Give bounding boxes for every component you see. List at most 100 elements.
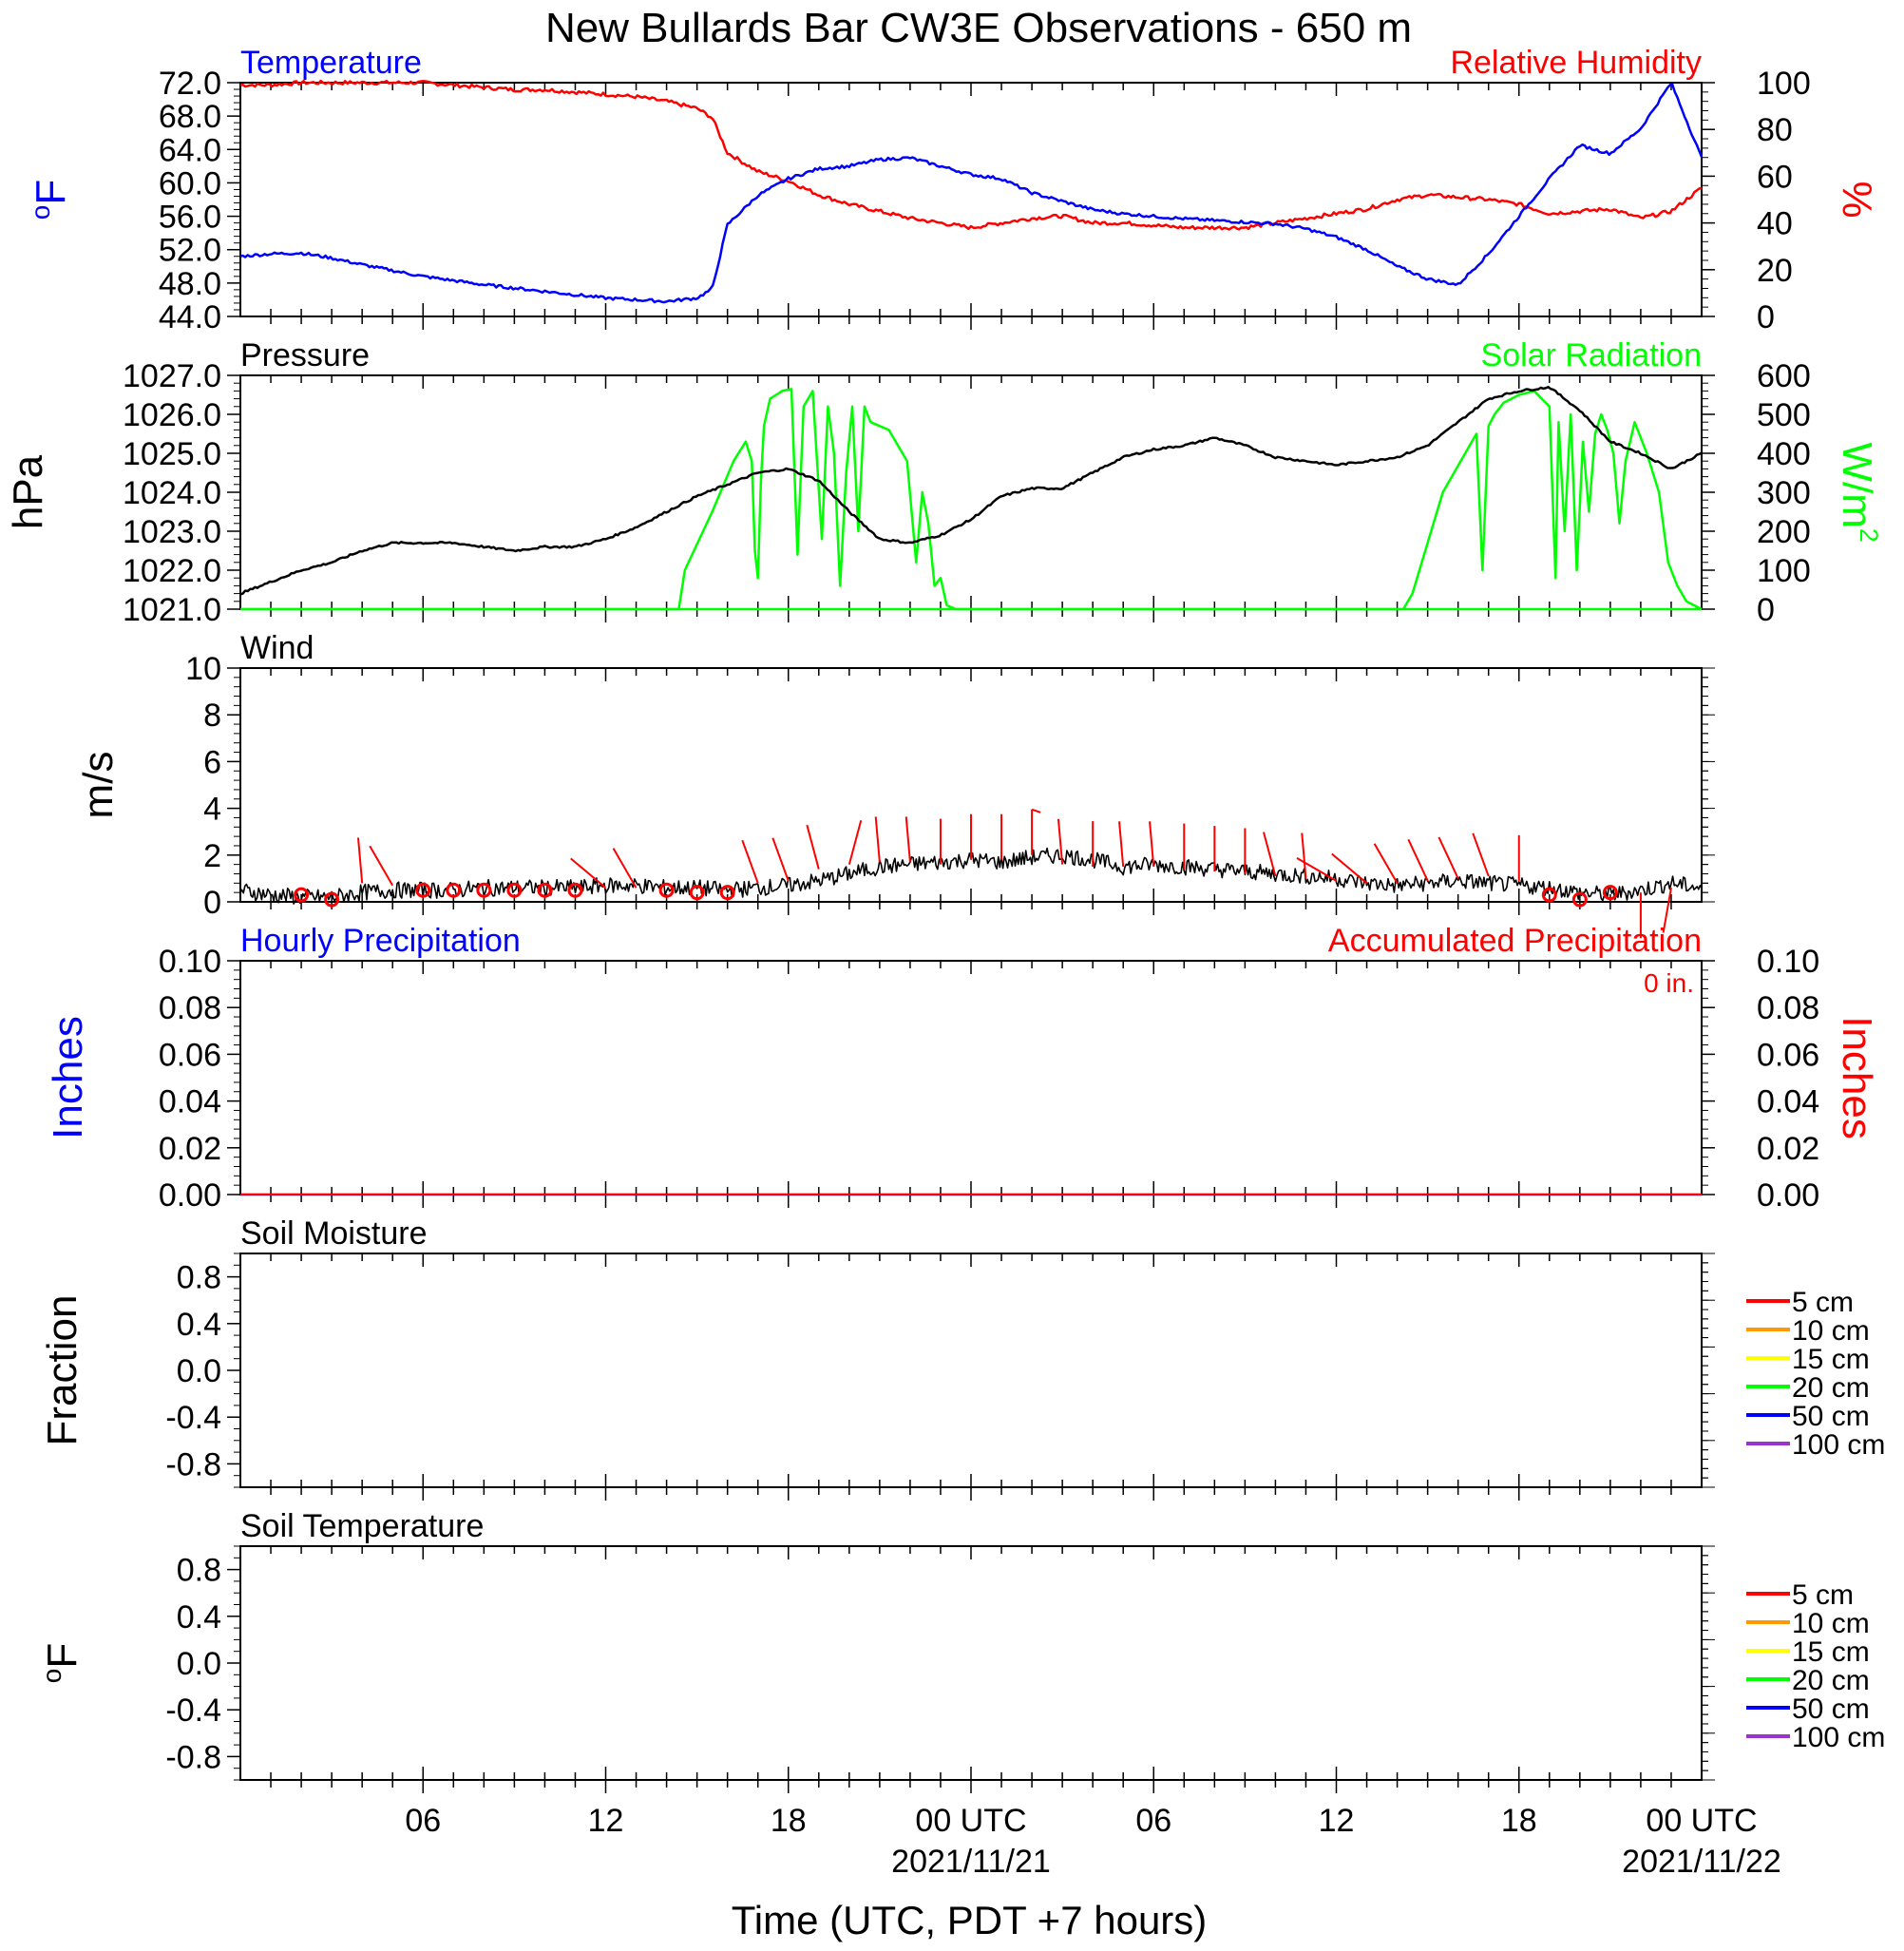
y2-axis-label: % [1834,181,1880,218]
wind-barb [1373,843,1399,884]
series-pressure [239,385,1703,596]
legend-label: 100 cm [1792,1722,1885,1753]
series-solar-radiation-day2 [240,390,1703,611]
plot-frame [239,667,1703,903]
panel-left-title: Pressure [240,337,370,373]
y-tick-label: 1027.0 [123,358,221,394]
x-tick-label: 06 [1135,1803,1171,1839]
y2-tick-label: 300 [1757,475,1811,511]
y2-tick-label: 0.04 [1757,1084,1819,1120]
x-tick-label: 18 [771,1803,807,1839]
y-tick-label: 4 [203,792,221,828]
y-tick-label: -0.8 [165,1739,221,1775]
x-tick-label: 12 [1319,1803,1355,1839]
x-axis-label: Time (UTC, PDT +7 hours) [732,1898,1208,1942]
x-tick-label: 12 [588,1803,624,1839]
wind-barb [1438,836,1459,879]
wind-calm-marker [1602,885,1618,901]
y-tick-label: 0.02 [159,1131,221,1167]
panel-temperature-humidity: 72.068.064.060.056.052.048.044.0 100 80 60 4… [26,45,1880,335]
unit-text: F [28,180,74,205]
panel-left-title: Wind [240,630,314,666]
wind-calm-marker [446,882,462,898]
series-relative-humidity [239,79,1703,231]
panel-soil-moisture: 0.8 0.4 0.0 -0.4 -0.8 Soil Moisture Fraction 5 … [39,1215,1885,1501]
wind-calm-marker [537,882,553,898]
y-tick-label: -0.8 [165,1446,221,1482]
y-tick-label: 1021.0 [123,592,221,628]
wind-calm-marker [1571,891,1588,908]
y2-axis-label: W/m2 [1834,442,1883,542]
wind-barb [904,816,911,863]
panel-right-title: Accumulated Precipitation [1328,923,1702,959]
legend-label: 100 cm [1792,1429,1885,1461]
degree-symbol: o [37,1669,67,1684]
wind-calm-marker [658,882,675,898]
legend-label: 20 cm [1792,1372,1870,1404]
y-axis-label: hPa [5,454,51,529]
y2-tick-label: 0.02 [1757,1131,1819,1167]
y-axis-label: m/s [75,752,122,819]
wind-calm-marker [294,887,310,903]
wind-barb-flag [1031,808,1041,813]
wind-barb [874,816,881,863]
wind-barb [356,837,364,884]
wind-barb [369,845,394,887]
wind-barb [847,820,863,865]
y-tick-label: 1026.0 [123,397,221,433]
y-axis-label: oF [26,180,74,220]
y-tick-label: 0.4 [177,1599,221,1635]
y-axis-label: Inches [45,1016,91,1139]
degree-symbol: o [26,205,55,220]
y2-tick-label: 60 [1757,159,1793,195]
wind-barb [1057,818,1064,865]
legend-label: 10 cm [1792,1315,1870,1347]
x-tick-label: 18 [1501,1803,1537,1839]
wind-barb [1263,832,1277,877]
y2-tick-label: 200 [1757,514,1811,550]
y2-tick-label: 80 [1757,112,1793,148]
legend-label: 5 cm [1792,1579,1854,1611]
panel-pressure-solar: 1027.01026.01025.01024.01023.01022.01021… [5,337,1883,628]
panel-left-title: Soil Moisture [240,1215,428,1252]
y2-tick-label: 40 [1757,206,1793,242]
y-tick-label: 0.08 [159,990,221,1026]
y-tick-label: 0.00 [159,1177,221,1214]
wind-calm-marker [719,885,735,901]
wind-calm-marker [689,885,705,901]
wind-calm-marker [1541,887,1557,903]
legend-label: 15 cm [1792,1344,1870,1375]
y2-tick-label: 500 [1757,397,1811,433]
legend-label: 20 cm [1792,1665,1870,1696]
y-axis-label: oF [37,1643,86,1683]
y2-tick-label: 20 [1757,253,1793,289]
wind-barb [1301,832,1307,879]
y-tick-label: 44.0 [159,299,221,335]
y-tick-label: 0.10 [159,944,221,980]
y-tick-label: -0.4 [165,1693,221,1729]
y-tick-label: 0.0 [177,1353,221,1389]
panel-left-title: Temperature [240,45,422,81]
x-tick-label: 00 UTC [915,1803,1026,1839]
y-tick-label: 0 [203,885,221,921]
x-date-label: 2021/11/22 [1622,1844,1781,1880]
x-date-label: 2021/11/21 [891,1844,1051,1880]
y-tick-label: 0.8 [177,1260,221,1296]
y2-axis-label: Inches [1834,1016,1880,1139]
plot-frame [239,1545,1703,1781]
wind-barb [1149,821,1155,868]
panel-right-title: Relative Humidity [1450,45,1702,81]
y2-tick-label: 600 [1757,358,1811,394]
accumulated-total-label: 0 in. [1644,968,1694,998]
y-tick-label: 2 [203,838,221,874]
y-tick-label: 52.0 [159,233,221,269]
y-tick-label: 0.04 [159,1084,221,1120]
x-tick-label: 06 [405,1803,441,1839]
wind-barb [612,848,638,889]
panel-right-title: Solar Radiation [1481,337,1702,373]
y-tick-label: 48.0 [159,266,221,302]
y-tick-label: 6 [203,744,221,780]
